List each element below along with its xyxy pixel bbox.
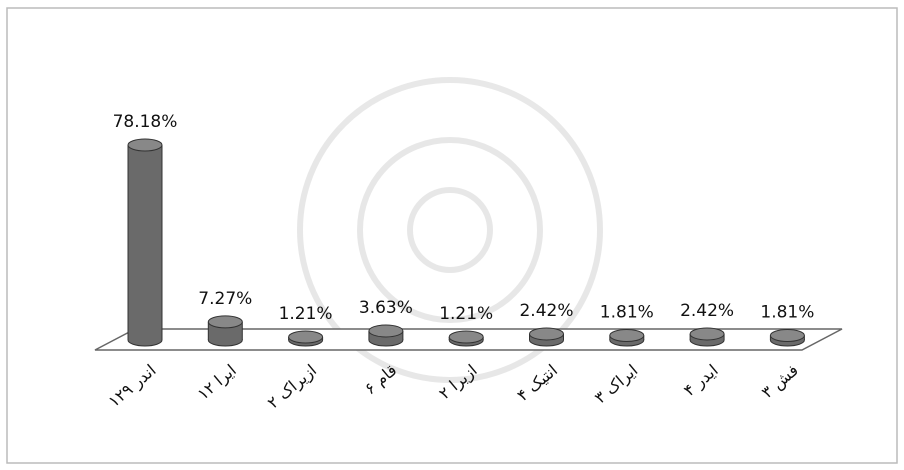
bar [690,328,724,346]
value-label: 1.21% [439,304,493,324]
bar [289,331,323,346]
bar-top [690,328,724,340]
value-label: 2.42% [519,301,573,321]
value-label: 7.27% [198,289,252,309]
value-label: 1.81% [600,302,654,322]
value-label: 78.18% [113,112,178,132]
value-label: 3.63% [359,298,413,318]
bar [530,328,564,346]
bar-top [449,331,483,343]
value-label: 1.21% [279,304,333,324]
bar-top [208,316,242,328]
bar-top [369,325,403,337]
bar-top [128,139,162,151]
bar [128,139,162,346]
value-label: 2.42% [680,301,734,321]
chart: 78.18%اندر ۱۲۹7.27%ایرا ۱۲1.21%ازیراک ۲3… [0,0,904,470]
bar-top [770,329,804,341]
bar [208,316,242,346]
bar [770,329,804,346]
bar [369,325,403,346]
bar [449,331,483,346]
bar-body [128,145,162,340]
page: {"chart_data": {"type": "bar3d", "catego… [0,0,904,470]
bar-top [610,329,644,341]
bar-top [289,331,323,343]
bar-top [530,328,564,340]
value-label: 1.81% [760,302,814,322]
bar [610,329,644,346]
